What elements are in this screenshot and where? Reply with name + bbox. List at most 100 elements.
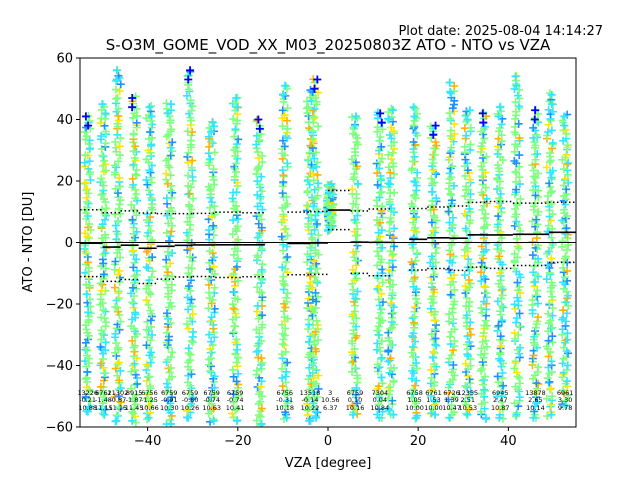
data-point <box>478 308 487 317</box>
outlier-point <box>529 413 538 422</box>
data-point <box>545 149 554 158</box>
data-point <box>533 286 542 295</box>
data-point <box>350 364 359 373</box>
bin-std-label: 11.15 <box>109 404 128 412</box>
data-point <box>377 226 386 235</box>
data-point <box>162 255 171 264</box>
data-point <box>310 388 319 397</box>
data-point <box>128 336 137 345</box>
data-point <box>253 251 262 260</box>
data-point <box>546 216 555 225</box>
data-point <box>163 268 172 277</box>
data-point <box>547 173 556 182</box>
data-point <box>256 397 265 406</box>
data-point <box>116 80 125 89</box>
data-point <box>142 376 151 385</box>
data-point <box>528 296 537 305</box>
data-point <box>375 343 384 352</box>
data-point <box>546 385 555 394</box>
data-point <box>279 272 288 281</box>
data-point <box>466 216 475 225</box>
bin-count-label: 6758 <box>406 389 423 397</box>
data-point <box>449 181 458 190</box>
data-point <box>142 325 151 334</box>
data-point <box>258 358 267 367</box>
outlier-point <box>478 109 487 118</box>
data-point <box>499 303 508 312</box>
data-column <box>476 108 491 424</box>
data-point <box>558 359 567 368</box>
data-point <box>512 168 521 177</box>
data-point <box>542 394 551 403</box>
data-point <box>512 318 521 327</box>
data-point <box>533 149 542 158</box>
data-point <box>314 231 323 240</box>
bin-count-label: 6945 <box>492 389 509 397</box>
data-point <box>353 179 362 188</box>
outlier-point <box>145 103 154 112</box>
data-point <box>142 175 151 184</box>
data-point <box>101 369 110 378</box>
data-point <box>310 257 319 266</box>
data-point <box>231 349 240 358</box>
data-point <box>311 288 320 297</box>
data-point <box>447 143 456 152</box>
bin-mean-label: 2.51 <box>461 396 475 404</box>
data-point <box>253 270 262 279</box>
outlier-point <box>465 106 474 115</box>
data-point <box>116 209 125 218</box>
data-point <box>407 199 416 208</box>
data-point <box>411 381 420 390</box>
data-point <box>495 354 504 363</box>
data-point <box>99 167 108 176</box>
data-point <box>448 104 457 113</box>
data-column <box>204 117 219 426</box>
data-point <box>187 336 196 345</box>
data-point <box>283 253 292 262</box>
data-point <box>548 392 557 401</box>
data-point <box>563 291 572 300</box>
bin-annotations: 13226-0.2110.886762-1.4811.1511302-0.871… <box>77 389 573 412</box>
data-point <box>229 216 238 225</box>
data-point <box>542 275 551 284</box>
data-point <box>547 126 556 135</box>
data-point <box>97 132 106 141</box>
x-tick-label: 20 <box>410 434 427 449</box>
data-point <box>142 155 151 164</box>
data-point <box>308 106 317 115</box>
data-point <box>252 347 261 356</box>
data-point <box>166 151 175 160</box>
data-point <box>373 180 382 189</box>
data-point <box>101 346 110 355</box>
data-point <box>515 373 524 382</box>
data-point <box>233 276 242 285</box>
data-point <box>352 274 361 283</box>
bin-mean-label: -1.48 <box>95 396 112 404</box>
data-point <box>85 220 94 229</box>
data-point <box>114 270 123 279</box>
x-axis-label: VZA [degree] <box>285 456 372 471</box>
data-point <box>410 190 419 199</box>
data-point <box>515 282 524 291</box>
data-point <box>350 344 359 353</box>
outlier-point <box>186 66 195 75</box>
data-point <box>389 169 398 178</box>
data-point <box>254 162 263 171</box>
data-point <box>547 278 556 287</box>
data-point <box>97 205 106 214</box>
data-point <box>184 148 193 157</box>
data-point <box>98 409 107 418</box>
data-point <box>463 383 472 392</box>
data-point <box>184 324 193 333</box>
data-point <box>310 199 319 208</box>
data-point <box>511 114 520 123</box>
data-point <box>515 180 524 189</box>
outlier-point <box>81 112 90 121</box>
data-point <box>148 120 157 129</box>
bin-mean-label: -0.87 <box>109 396 126 404</box>
data-point <box>252 170 261 179</box>
outlier-point <box>128 103 137 112</box>
data-point <box>466 387 475 396</box>
bin-mean-label: 10.56 <box>321 396 340 404</box>
